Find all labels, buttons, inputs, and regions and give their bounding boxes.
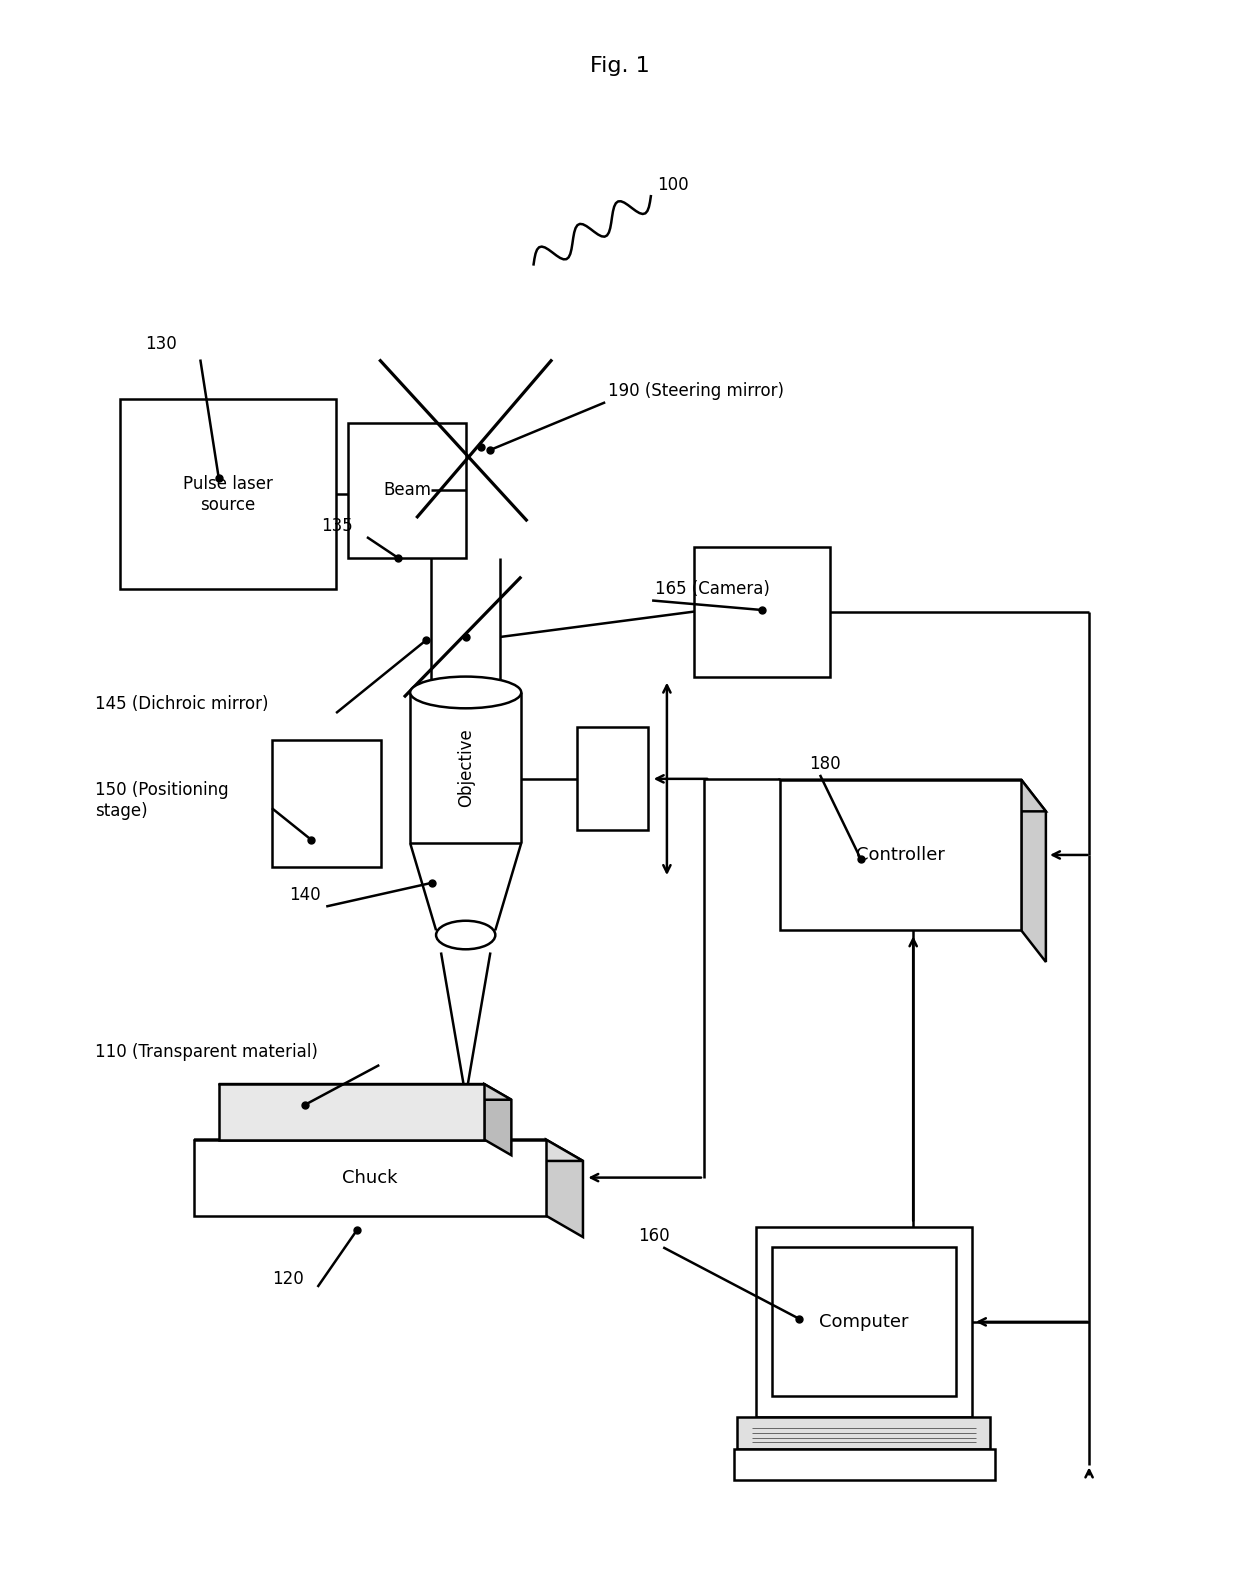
Text: 160: 160 (639, 1227, 670, 1246)
Text: Fig. 1: Fig. 1 (590, 56, 650, 76)
Text: 190 (Steering mirror): 190 (Steering mirror) (608, 382, 784, 401)
FancyBboxPatch shape (218, 1083, 484, 1139)
Polygon shape (195, 1139, 583, 1161)
Text: Objective: Objective (456, 729, 475, 807)
Text: 150 (Positioning
stage): 150 (Positioning stage) (95, 781, 229, 819)
Text: 135: 135 (321, 517, 353, 535)
Text: Chuck: Chuck (342, 1169, 398, 1187)
Text: Beam: Beam (383, 482, 432, 500)
Polygon shape (546, 1139, 583, 1238)
Text: 100: 100 (657, 177, 688, 194)
FancyBboxPatch shape (738, 1418, 991, 1449)
FancyBboxPatch shape (771, 1247, 956, 1397)
FancyBboxPatch shape (780, 780, 1022, 931)
Polygon shape (484, 1083, 511, 1155)
Polygon shape (218, 1083, 511, 1099)
Text: Pulse laser
source: Pulse laser source (184, 474, 273, 514)
Text: 180: 180 (808, 754, 841, 773)
Polygon shape (780, 780, 1045, 811)
Text: 165 (Camera): 165 (Camera) (655, 581, 770, 598)
FancyBboxPatch shape (348, 423, 466, 558)
FancyBboxPatch shape (195, 1139, 546, 1216)
Ellipse shape (436, 921, 495, 950)
FancyBboxPatch shape (272, 740, 381, 867)
Polygon shape (1022, 780, 1045, 963)
FancyBboxPatch shape (756, 1227, 972, 1418)
Text: 110 (Transparent material): 110 (Transparent material) (95, 1044, 319, 1061)
Text: 140: 140 (289, 886, 321, 904)
Text: Controller: Controller (857, 846, 945, 864)
Text: 120: 120 (272, 1270, 304, 1289)
Ellipse shape (410, 676, 521, 708)
FancyBboxPatch shape (577, 727, 649, 831)
FancyBboxPatch shape (694, 547, 830, 676)
Text: 130: 130 (145, 334, 176, 353)
Text: 145 (Dichroic mirror): 145 (Dichroic mirror) (95, 695, 269, 713)
FancyBboxPatch shape (120, 399, 336, 589)
Text: Computer: Computer (820, 1313, 909, 1330)
FancyBboxPatch shape (734, 1449, 996, 1480)
